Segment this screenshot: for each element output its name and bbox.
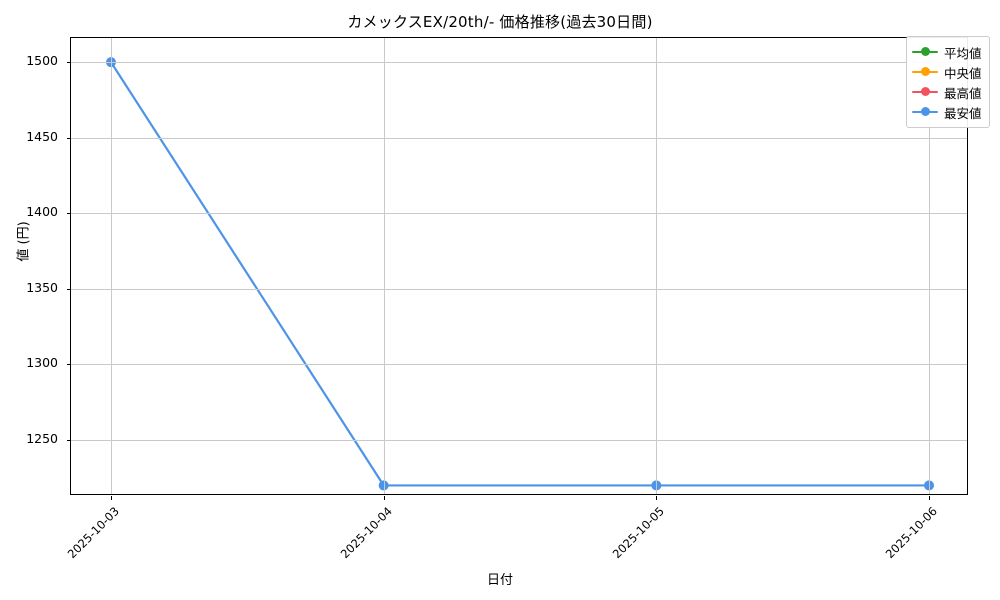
y-tick-label: 1250 [26, 431, 58, 447]
legend-item-1[interactable]: 平均値 [912, 42, 982, 62]
gridline-horizontal [71, 440, 967, 442]
legend-swatch-icon [912, 45, 938, 59]
gridline-horizontal [71, 213, 967, 215]
gridline-vertical [383, 38, 385, 494]
x-tick-label: 2025-10-03 [64, 504, 122, 562]
series-line [109, 61, 931, 487]
y-tick-label: 1400 [26, 204, 58, 220]
legend-item-3[interactable]: 最高値 [912, 82, 982, 102]
series-lines [106, 57, 934, 491]
legend-label: 最高値 [944, 85, 982, 101]
legend-swatch-icon [912, 85, 938, 99]
x-tick-mark [929, 496, 930, 500]
x-axis-label: 日付 [486, 573, 513, 588]
y-tick-label: 1300 [26, 355, 58, 371]
legend-item-4[interactable]: 最安値 [912, 102, 982, 122]
y-axis-label: 値 (円) [16, 221, 32, 262]
legend-swatch-icon [912, 105, 938, 119]
gridline-horizontal [71, 364, 967, 366]
x-tick-mark [656, 496, 658, 500]
y-tick-mark [67, 364, 71, 366]
gridline-horizontal [71, 62, 967, 64]
chart-title: カメックスEX/20th/- 価格推移(過去30日間) [347, 13, 653, 31]
legend-item-2[interactable]: 中央値 [912, 62, 982, 82]
x-tick-label: 2025-10-04 [337, 504, 395, 562]
x-tick-label: 2025-10-05 [610, 504, 668, 562]
gridline-vertical [929, 38, 930, 494]
y-tick-mark [67, 440, 71, 442]
y-tick-mark [67, 137, 71, 139]
y-tick-label: 1500 [26, 53, 58, 69]
y-tick-mark [67, 288, 71, 290]
x-tick-mark [383, 496, 385, 500]
gridline-horizontal [71, 137, 967, 139]
x-tick-label: 2025-10-06 [882, 504, 940, 562]
gridline-horizontal [71, 288, 967, 290]
gridline-vertical [111, 38, 112, 494]
legend-swatch-icon [912, 65, 938, 79]
legend-label: 中央値 [944, 65, 982, 81]
y-tick-label: 1350 [26, 279, 58, 295]
y-tick-mark [67, 62, 71, 64]
gridline-vertical [656, 38, 658, 494]
y-tick-label: 1450 [26, 128, 58, 144]
chart-legend[interactable]: 平均値中央値最高値最安値 [906, 36, 990, 128]
plot-area [67, 37, 968, 500]
x-tick-mark [111, 496, 112, 500]
legend-label: 最安値 [944, 105, 982, 121]
y-tick-mark [67, 213, 71, 215]
legend-label: 平均値 [944, 45, 982, 61]
